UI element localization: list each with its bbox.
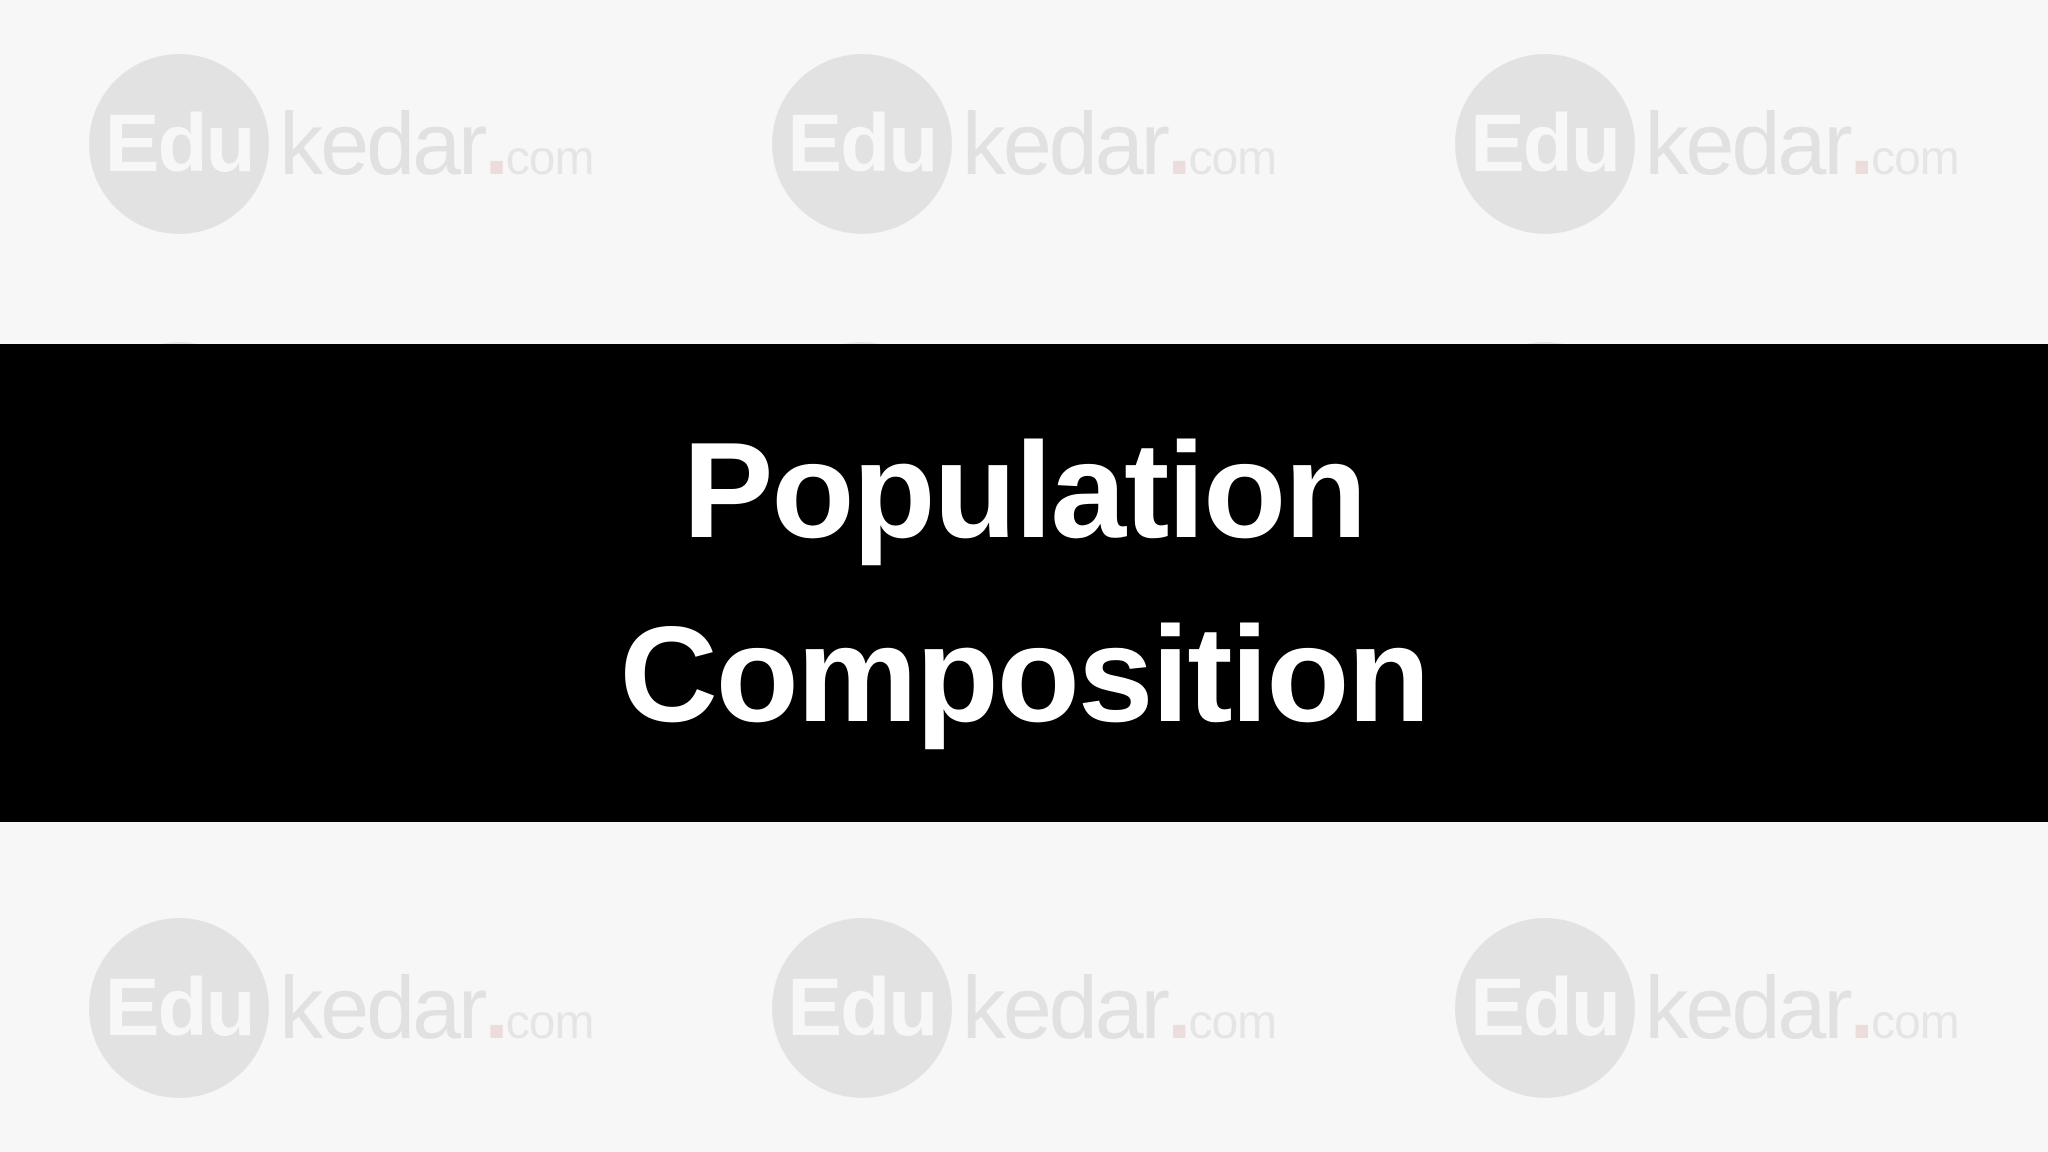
logo-domain: com (1871, 996, 1959, 1049)
logo-circle-text: Edu (105, 97, 254, 191)
logo-text-group: kedar.com (962, 957, 1276, 1059)
logo-circle-text: Edu (787, 961, 936, 1055)
logo-circle: Edu (1455, 54, 1635, 234)
watermark-item: Edu kedar.com (683, 0, 1366, 288)
logo-dot-icon: . (1167, 958, 1188, 1057)
logo-circle: Edu (772, 918, 952, 1098)
logo-text: kedar (962, 958, 1167, 1057)
logo-domain: com (1871, 132, 1959, 185)
logo-dot-icon: . (484, 94, 505, 193)
logo-domain: com (506, 132, 594, 185)
logo-text: kedar (1645, 94, 1850, 193)
logo-circle: Edu (772, 54, 952, 234)
logo-text-group: kedar.com (1645, 93, 1959, 195)
logo-circle: Edu (89, 918, 269, 1098)
logo-dot-icon: . (484, 958, 505, 1057)
logo-text: kedar (279, 958, 484, 1057)
logo-dot-icon: . (1850, 958, 1871, 1057)
logo-circle-text: Edu (1470, 961, 1619, 1055)
watermark-item: Edu kedar.com (683, 864, 1366, 1152)
logo-dot-icon: . (1167, 94, 1188, 193)
logo-circle-text: Edu (105, 961, 254, 1055)
watermark-item: Edu kedar.com (1365, 864, 2048, 1152)
logo-domain: com (506, 996, 594, 1049)
logo-domain: com (1188, 132, 1276, 185)
logo-circle: Edu (89, 54, 269, 234)
logo-text: kedar (1645, 958, 1850, 1057)
logo-text-group: kedar.com (279, 93, 593, 195)
logo-dot-icon: . (1850, 94, 1871, 193)
logo-text-group: kedar.com (962, 93, 1276, 195)
watermark-item: Edu kedar.com (0, 864, 683, 1152)
logo-text-group: kedar.com (279, 957, 593, 1059)
logo-circle-text: Edu (1470, 97, 1619, 191)
logo-text: kedar (279, 94, 484, 193)
logo-circle-text: Edu (787, 97, 936, 191)
watermark-item: Edu kedar.com (0, 0, 683, 288)
logo-circle: Edu (1455, 918, 1635, 1098)
title-banner: Population Composition (0, 344, 2048, 822)
watermark-item: Edu kedar.com (1365, 0, 2048, 288)
logo-text: kedar (962, 94, 1167, 193)
page-title: Population Composition (619, 399, 1428, 766)
logo-domain: com (1188, 996, 1276, 1049)
logo-text-group: kedar.com (1645, 957, 1959, 1059)
